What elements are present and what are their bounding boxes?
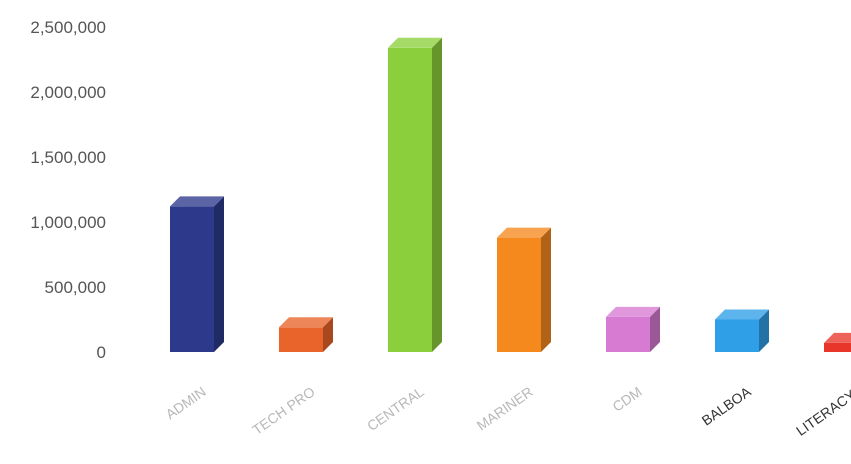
x-tick-label: LITERACY* (793, 383, 851, 439)
y-tick-label: 2,000,000 (30, 83, 106, 102)
x-tick-label: ADMIN (163, 383, 209, 422)
bar-front (715, 319, 759, 352)
y-axis: 0 500,000 1,000,000 1,500,000 2,000,000 2,500… (30, 18, 106, 362)
bar-top (170, 196, 224, 207)
x-axis: ADMIN TECH PRO CENTRAL MARINER CDM BALBOA LITE… (163, 383, 851, 439)
bar-front (606, 316, 650, 352)
x-tick-label: TECH PRO (249, 383, 318, 438)
bar-side (541, 227, 551, 352)
bar-top (606, 306, 660, 317)
bars (170, 37, 851, 353)
bar-side (432, 37, 442, 353)
bar-top (388, 37, 442, 48)
bar-front (170, 206, 214, 352)
bar-front (388, 47, 432, 353)
y-tick-label: 0 (97, 343, 106, 362)
bar-top (824, 332, 851, 343)
bar-side (650, 306, 660, 352)
x-tick-label: CDM (609, 383, 644, 414)
y-tick-label: 1,500,000 (30, 148, 106, 167)
bar-top (497, 227, 551, 238)
bar-cdm (606, 306, 660, 352)
y-tick-label: 500,000 (45, 278, 106, 297)
bar-front (497, 237, 541, 352)
y-tick-label: 2,500,000 (30, 18, 106, 37)
bar-balboa (715, 309, 769, 352)
y-tick-label: 1,000,000 (30, 213, 106, 232)
bar-top (279, 317, 333, 328)
bar-front (279, 327, 323, 352)
bar-front (824, 342, 851, 352)
bar-side (214, 196, 224, 352)
x-tick-label: BALBOA (699, 383, 755, 429)
bar-admin (170, 196, 224, 352)
bar-mariner (497, 227, 551, 352)
bar-tech-pro (279, 317, 333, 352)
x-tick-label: CENTRAL (364, 383, 427, 434)
bar-central (388, 37, 442, 353)
x-tick-label: MARINER (474, 383, 536, 433)
bar-literacy (824, 332, 851, 352)
bar-top (715, 309, 769, 320)
bar-side (323, 317, 333, 352)
bar-side (759, 309, 769, 352)
